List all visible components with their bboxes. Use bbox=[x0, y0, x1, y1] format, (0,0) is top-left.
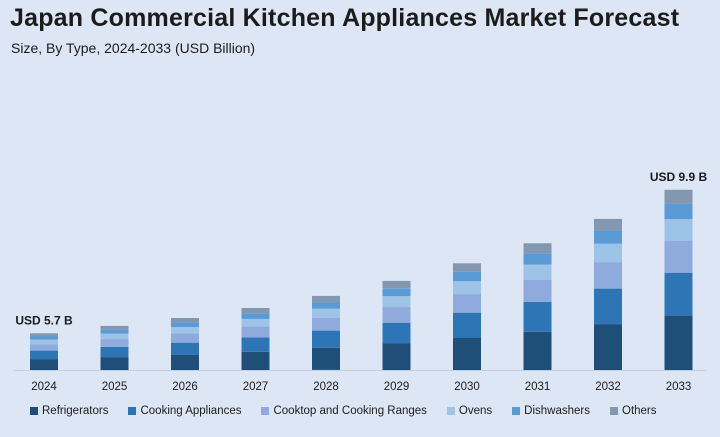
bar-segment-ovens-2024 bbox=[30, 339, 58, 345]
bar-segment-others-2032 bbox=[594, 218, 622, 231]
legend-swatch-dishwashers bbox=[512, 407, 521, 415]
x-tick-label-2032: 2032 bbox=[595, 381, 621, 393]
chart-subtitle: Size, By Type, 2024-2033 (USD Billion) bbox=[11, 40, 256, 56]
bar-segment-dishwashers-2026 bbox=[171, 322, 199, 328]
bar-segment-others-2026 bbox=[171, 318, 199, 323]
bar-segment-cooktop-and-cooking-ranges-2029 bbox=[382, 307, 411, 323]
legend-item-ovens: Ovens bbox=[446, 405, 493, 417]
bar-segment-others-2030 bbox=[453, 263, 481, 272]
x-tick-label-2026: 2026 bbox=[172, 381, 198, 393]
bar-segment-refrigerators-2028 bbox=[312, 347, 340, 370]
bar-segment-cooktop-and-cooking-ranges-2031 bbox=[523, 279, 552, 302]
bar-segment-refrigerators-2029 bbox=[382, 343, 411, 370]
bar-segment-ovens-2030 bbox=[453, 281, 481, 295]
x-tick-label-2027: 2027 bbox=[243, 381, 269, 393]
bar-segment-cooking-appliances-2031 bbox=[523, 301, 552, 332]
legend-swatch-refrigerators bbox=[30, 407, 38, 415]
legend-swatch-ovens bbox=[446, 407, 455, 415]
x-tick-label-2025: 2025 bbox=[102, 381, 128, 393]
bar-segment-others-2027 bbox=[241, 308, 270, 314]
bar-segment-ovens-2025 bbox=[100, 333, 129, 340]
bar-segment-dishwashers-2033 bbox=[664, 203, 693, 220]
bar-segment-cooktop-and-cooking-ranges-2030 bbox=[453, 294, 481, 313]
bar-segment-refrigerators-2030 bbox=[453, 338, 481, 370]
annotation-2033: USD 9.9 B bbox=[650, 170, 708, 184]
bar-segment-dishwashers-2029 bbox=[382, 288, 411, 297]
bar-segment-ovens-2033 bbox=[664, 219, 693, 241]
bar-segment-refrigerators-2027 bbox=[241, 351, 270, 370]
bar-segment-dishwashers-2025 bbox=[100, 329, 129, 334]
bar-segment-refrigerators-2025 bbox=[100, 357, 129, 370]
legend-item-refrigerators: Refrigerators bbox=[30, 405, 108, 417]
bar-segment-others-2025 bbox=[100, 325, 129, 330]
bar-segment-cooking-appliances-2026 bbox=[171, 342, 199, 355]
x-tick-label-2029: 2029 bbox=[384, 381, 410, 393]
bar-segment-ovens-2026 bbox=[171, 327, 199, 334]
legend-label-cooktop-and-cooking-ranges: Cooktop and Cooking Ranges bbox=[273, 405, 427, 417]
bar-segment-others-2031 bbox=[523, 243, 552, 254]
legend-label-cooking-appliances: Cooking Appliances bbox=[140, 405, 242, 417]
bar-segment-dishwashers-2028 bbox=[312, 302, 340, 309]
bar-segment-cooking-appliances-2027 bbox=[241, 337, 270, 352]
bar-segment-ovens-2028 bbox=[312, 308, 340, 318]
bar-segment-cooking-appliances-2033 bbox=[664, 272, 693, 316]
bar-segment-cooking-appliances-2028 bbox=[312, 330, 340, 348]
bar-segment-cooktop-and-cooking-ranges-2033 bbox=[664, 240, 693, 273]
bar-segment-refrigerators-2026 bbox=[171, 354, 199, 370]
bar-segment-ovens-2032 bbox=[594, 243, 622, 263]
bar-segment-others-2028 bbox=[312, 295, 340, 303]
chart-title: Japan Commercial Kitchen Appliances Mark… bbox=[10, 4, 680, 32]
bar-segment-dishwashers-2024 bbox=[30, 336, 58, 340]
bar-segment-dishwashers-2027 bbox=[241, 313, 270, 319]
stacked-bar-chart: 2024 2025 2026 2027 2028 2029 2030 2031 2032 2033… bbox=[14, 170, 708, 393]
bar-segment-refrigerators-2032 bbox=[594, 324, 622, 370]
legend-label-dishwashers: Dishwashers bbox=[524, 405, 590, 417]
bar-segment-dishwashers-2030 bbox=[453, 271, 481, 282]
bar-segment-cooking-appliances-2025 bbox=[100, 346, 129, 358]
legend-item-cooking-appliances: Cooking Appliances bbox=[128, 405, 241, 417]
bar-segment-cooking-appliances-2030 bbox=[453, 312, 481, 338]
bar-segment-cooking-appliances-2024 bbox=[30, 350, 58, 360]
legend-swatch-cooking-appliances bbox=[128, 407, 137, 415]
legend-label-ovens: Ovens bbox=[458, 405, 493, 417]
bar-segment-cooking-appliances-2032 bbox=[594, 288, 622, 325]
legend-swatch-others bbox=[610, 407, 618, 415]
bar-segment-dishwashers-2032 bbox=[594, 230, 622, 244]
legend-swatch-cooktop-and-cooking-ranges bbox=[261, 407, 270, 415]
x-tick-label-2033: 2033 bbox=[666, 381, 692, 393]
annotation-2024: USD 5.7 B bbox=[15, 313, 73, 327]
legend-label-refrigerators: Refrigerators bbox=[42, 405, 109, 417]
bar-segment-ovens-2027 bbox=[241, 318, 270, 327]
bar-segment-others-2033 bbox=[664, 189, 693, 204]
bar-segment-others-2029 bbox=[382, 280, 411, 289]
bar-segment-refrigerators-2033 bbox=[664, 315, 693, 370]
bar-segment-dishwashers-2031 bbox=[523, 253, 552, 265]
bar-segment-cooktop-and-cooking-ranges-2028 bbox=[312, 317, 340, 331]
bar-segment-cooking-appliances-2029 bbox=[382, 322, 411, 344]
bar-segment-others-2024 bbox=[30, 333, 58, 337]
bar-segment-cooktop-and-cooking-ranges-2027 bbox=[241, 326, 270, 338]
bar-segment-ovens-2031 bbox=[523, 264, 552, 280]
bar-segment-cooktop-and-cooking-ranges-2032 bbox=[594, 262, 622, 289]
x-tick-label-2024: 2024 bbox=[31, 381, 57, 393]
bar-segment-cooktop-and-cooking-ranges-2025 bbox=[100, 339, 129, 347]
legend-item-others: Others bbox=[610, 405, 657, 417]
bar-segment-cooktop-and-cooking-ranges-2026 bbox=[171, 333, 199, 343]
x-tick-label-2031: 2031 bbox=[525, 381, 551, 393]
chart-legend: Refrigerators Cooking Appliances Cooktop a… bbox=[30, 405, 657, 417]
legend-item-cooktop-and-cooking-ranges: Cooktop and Cooking Ranges bbox=[261, 405, 427, 417]
bar-segment-cooktop-and-cooking-ranges-2024 bbox=[30, 344, 58, 351]
bar-segment-refrigerators-2024 bbox=[30, 359, 58, 370]
x-tick-label-2030: 2030 bbox=[454, 381, 480, 393]
x-tick-label-2028: 2028 bbox=[313, 381, 339, 393]
legend-item-dishwashers: Dishwashers bbox=[512, 405, 590, 417]
bar-segment-ovens-2029 bbox=[382, 296, 411, 308]
legend-label-others: Others bbox=[622, 405, 657, 417]
bar-segment-refrigerators-2031 bbox=[523, 331, 552, 370]
